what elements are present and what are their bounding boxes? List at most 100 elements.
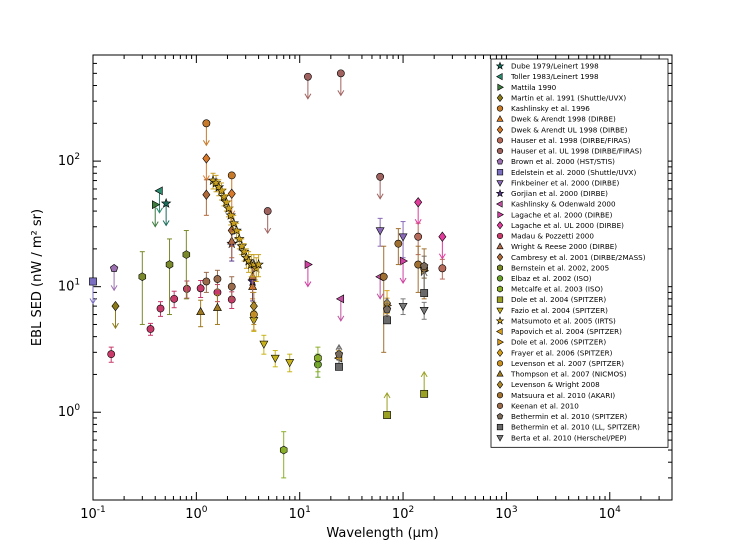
x-tick-label: 103 [495, 505, 517, 522]
data-point [376, 172, 385, 181]
legend-label: Bernstein et al. 2002, 2005 [511, 263, 609, 272]
series-0 [160, 197, 172, 227]
x-tick-label: 101 [289, 505, 311, 522]
limit-arrow-head [151, 221, 159, 228]
data-point [213, 275, 222, 283]
data-point [420, 261, 429, 270]
data-point [285, 359, 295, 368]
data-point [236, 240, 248, 251]
data-point [160, 197, 172, 208]
legend-marker [497, 338, 504, 346]
legend-label: Finkbeiner et al. 2000 (DIRBE) [511, 178, 620, 187]
data-point [253, 259, 264, 270]
legend-marker [495, 188, 505, 198]
limit-arrow-head [156, 207, 163, 214]
legend-label: Levenson & Wright 2008 [511, 380, 600, 389]
legend-marker [496, 147, 504, 155]
data-point [227, 171, 236, 180]
data-point [154, 186, 163, 196]
legend-marker [496, 369, 504, 377]
data-point [314, 353, 322, 363]
limit-arrow-head [399, 277, 407, 285]
series-8 [263, 69, 385, 235]
series-34 [335, 270, 429, 371]
legend-marker [497, 211, 504, 219]
legend-label: Wright & Reese 2000 (DIRBE) [511, 242, 617, 251]
legend-label: Mattila 1990 [511, 83, 557, 92]
limit-arrow-head [110, 285, 118, 292]
limit-arrow-head [376, 193, 384, 200]
legend-label: Lagache et al. UL 2000 (DIRBE) [511, 221, 624, 230]
legend-marker [496, 221, 504, 230]
data-point [420, 289, 429, 297]
data-point [202, 189, 211, 200]
data-point [202, 277, 211, 286]
data-point [89, 277, 97, 286]
data-point [231, 225, 242, 235]
series-15 [414, 197, 447, 260]
data-point [303, 72, 312, 81]
data-point [420, 389, 429, 398]
data-point [228, 217, 239, 228]
data-point [202, 119, 211, 128]
series-31 [379, 228, 429, 353]
legend-label: Cambresy et al. 2001 (DIRBE/2MASS) [511, 253, 646, 262]
limit-arrow-head [438, 253, 446, 260]
legend-label: Gorjian et al. 2000 (DIRBE) [511, 189, 608, 198]
series-22 [383, 370, 429, 419]
data-point [414, 232, 423, 241]
series-21 [279, 346, 322, 479]
data-point [335, 294, 345, 304]
data-point [248, 271, 258, 280]
data-point [156, 304, 165, 313]
limit-arrow-head [337, 315, 345, 322]
data-point [210, 177, 222, 188]
legend-marker [496, 93, 504, 102]
data-point [165, 260, 174, 269]
legend-marker [496, 125, 504, 134]
data-point [438, 231, 447, 242]
limit-arrow-head [420, 270, 428, 277]
series-24 [207, 172, 264, 282]
legend-label: Edelstein et al. 2000 (Shuttle/UVX) [511, 168, 636, 177]
data-point [152, 200, 161, 210]
data-point [399, 256, 409, 266]
x-tick-label: 10-1 [80, 505, 106, 522]
legend-label: Papovich et al. 2004 (SPITZER) [511, 327, 622, 336]
legend-label: Toller 1983/Leinert 1998 [510, 72, 599, 81]
data-point [233, 233, 245, 244]
legend-marker [497, 83, 504, 91]
x-tick-label: 100 [185, 505, 208, 522]
legend-label: Fazio et al. 2004 (SPITZER) [511, 306, 608, 315]
y-tick-label: 102 [58, 152, 80, 169]
data-point [383, 411, 391, 419]
series-32 [202, 269, 236, 300]
legend-marker [496, 275, 504, 282]
legend-marker [496, 253, 504, 262]
legend-label: Matsuura et al. 2010 (AKARI) [511, 391, 615, 400]
legend-marker [495, 61, 505, 70]
limit-arrow-head [414, 219, 422, 226]
data-point [138, 272, 147, 282]
series-3 [111, 300, 120, 330]
y-tick-label: 101 [58, 278, 80, 295]
legend-marker [497, 264, 503, 272]
series-11 [375, 217, 408, 259]
legend-label: Keenan et al. 2010 [511, 401, 579, 410]
legend-label: Kashlinsky et al. 1996 [511, 104, 590, 113]
series-19 [138, 230, 191, 325]
legend-marker [496, 180, 504, 187]
limit-arrow-head [335, 343, 343, 351]
legend-marker [496, 200, 503, 208]
series-30 [249, 291, 258, 325]
data-point [419, 306, 429, 316]
data-point [111, 300, 120, 312]
data-point [259, 340, 269, 349]
data-point [227, 282, 236, 291]
legend-marker [496, 73, 503, 81]
series-1 [154, 186, 163, 214]
legend-marker [496, 348, 504, 357]
x-tick-label: 104 [599, 505, 622, 522]
legend-marker [496, 115, 504, 122]
